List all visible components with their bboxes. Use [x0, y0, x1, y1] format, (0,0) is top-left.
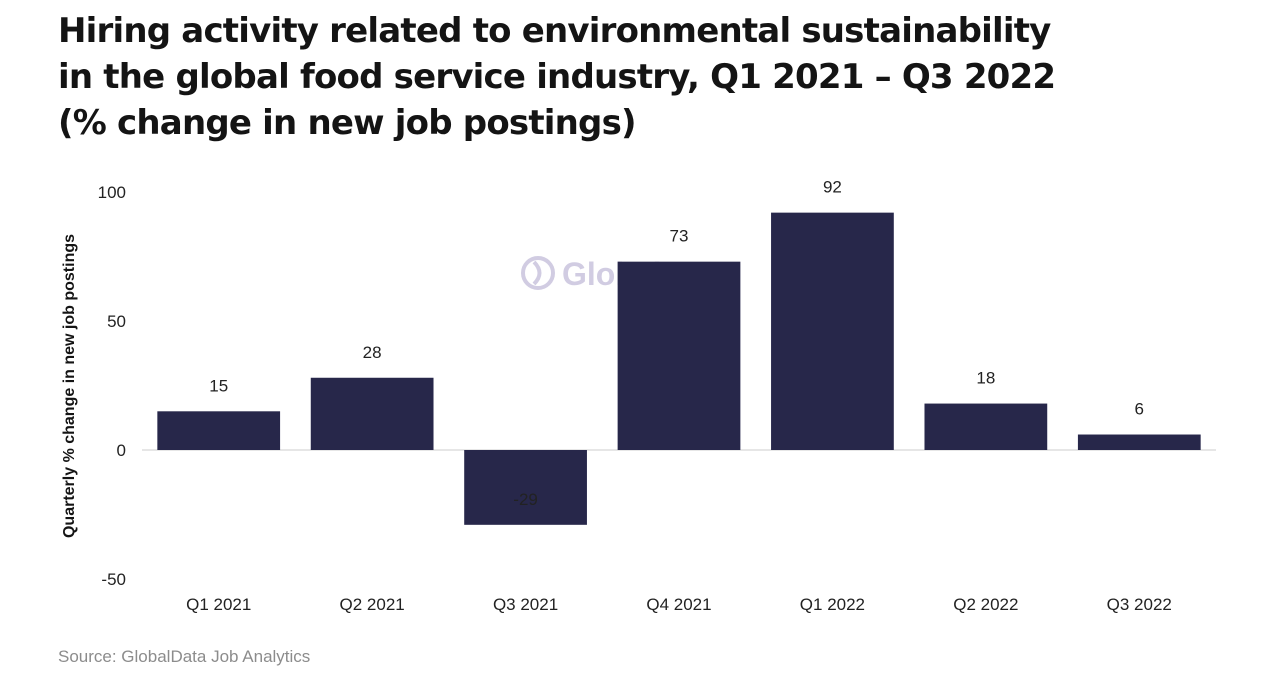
y-tick-label: 0	[117, 441, 126, 460]
x-tick-label: Q3 2021	[493, 595, 558, 614]
bar	[617, 261, 741, 450]
y-tick-label: 50	[107, 312, 126, 331]
bar	[1077, 434, 1201, 450]
source-note: Source: GlobalData Job Analytics	[58, 647, 311, 666]
y-axis-label: Quarterly % change in new job postings	[61, 234, 78, 538]
bar	[924, 403, 1048, 450]
x-tick-label: Q1 2022	[800, 595, 865, 614]
chart-title: Hiring activity related to environmental…	[58, 11, 1056, 143]
x-tick-label: Q3 2022	[1107, 595, 1172, 614]
data-label: 73	[670, 227, 689, 246]
bar	[771, 212, 894, 450]
data-label: -29	[513, 490, 538, 509]
globaldata-logo-icon	[521, 256, 555, 290]
y-tick-label: -50	[101, 570, 126, 589]
bar	[157, 411, 281, 450]
data-label: 28	[363, 343, 382, 362]
x-tick-label: Q1 2021	[186, 595, 251, 614]
x-tick-label: Q4 2021	[646, 595, 711, 614]
data-label: 15	[209, 376, 228, 395]
x-tick-label: Q2 2021	[340, 595, 405, 614]
data-label: 92	[823, 178, 842, 197]
data-label: 18	[976, 369, 995, 388]
bar	[310, 377, 434, 450]
data-label: 6	[1135, 400, 1144, 419]
x-tick-label: Q2 2022	[953, 595, 1018, 614]
bar	[464, 450, 587, 525]
y-tick-label: 100	[98, 183, 126, 202]
